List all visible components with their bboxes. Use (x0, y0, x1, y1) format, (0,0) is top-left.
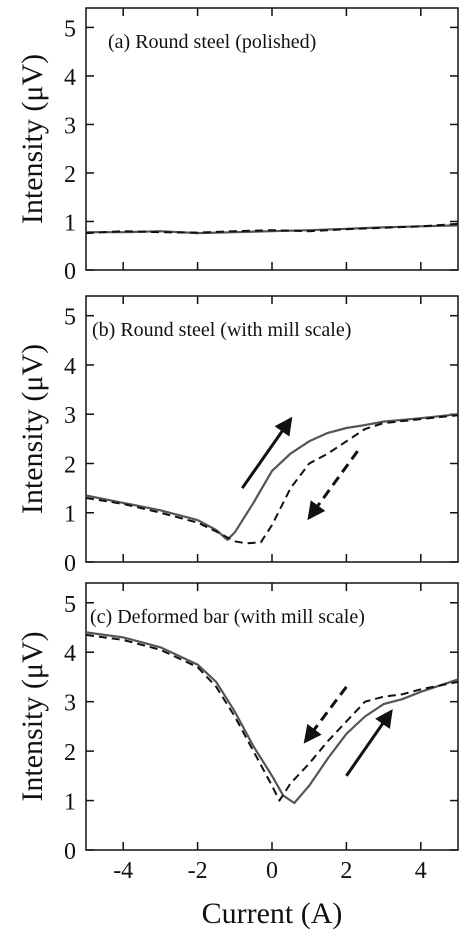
y-tick-label: 5 (64, 592, 76, 618)
y-axis-title: Intensity (μV) (16, 631, 49, 801)
y-tick-label: 0 (64, 259, 76, 285)
x-tick-label: -2 (188, 858, 208, 884)
panel-title: (b) Round steel (with mill scale) (92, 319, 351, 341)
y-tick-label: 4 (64, 641, 76, 667)
x-tick-label: -4 (113, 858, 133, 884)
panel-title: (c) Deformed bar (with mill scale) (90, 606, 365, 628)
x-tick-label: 4 (415, 858, 427, 884)
panel-a: 0 1 2 3 4 5 Intensity (μV) (a) Round steel (pol… (16, 7, 459, 285)
y-tick-label: 3 (64, 691, 76, 717)
y-tick-label: 2 (64, 740, 76, 766)
y-axis-title: Intensity (μV) (16, 54, 49, 224)
y-tick-label: 0 (64, 551, 76, 577)
series-line-dashed (85, 633, 459, 802)
y-tick-label: 5 (64, 305, 76, 331)
y-tick-label: 1 (64, 790, 76, 816)
arrow-dashed (307, 450, 359, 521)
x-tick-label: 0 (266, 858, 278, 884)
y-tick-label: 3 (64, 113, 76, 139)
arrow-solid (241, 416, 293, 489)
panel-title: (a) Round steel (polished) (108, 31, 316, 53)
series-line-solid (85, 413, 459, 541)
y-tick-label: 1 (64, 502, 76, 528)
panel-b: 0 1 2 3 4 5 Intensity (μV) (b) Round steel (wit… (16, 295, 459, 577)
series-line-dashed (85, 414, 459, 545)
y-axis-title: Intensity (μV) (16, 344, 49, 514)
y-tick-label: 2 (64, 162, 76, 188)
panel-c: -4 -2 0 2 4 0 1 2 3 4 5 Intensity (μV) (c) Deformed … (16, 582, 459, 884)
y-tick-label: 4 (64, 65, 76, 91)
y-tick-label: 5 (64, 16, 76, 42)
series-line-dashed (85, 222, 459, 235)
x-tick-label: 2 (340, 858, 352, 884)
y-tick-label: 2 (64, 452, 76, 478)
y-tick-label: 4 (64, 354, 76, 380)
y-tick-label: 1 (64, 210, 76, 236)
y-tick-label: 3 (64, 403, 76, 429)
x-axis-title: Current (A) (202, 897, 343, 930)
arrow-solid (345, 709, 393, 777)
y-tick-label: 0 (64, 839, 76, 865)
series-line-solid (85, 631, 459, 805)
arrow-dashed (303, 685, 348, 744)
